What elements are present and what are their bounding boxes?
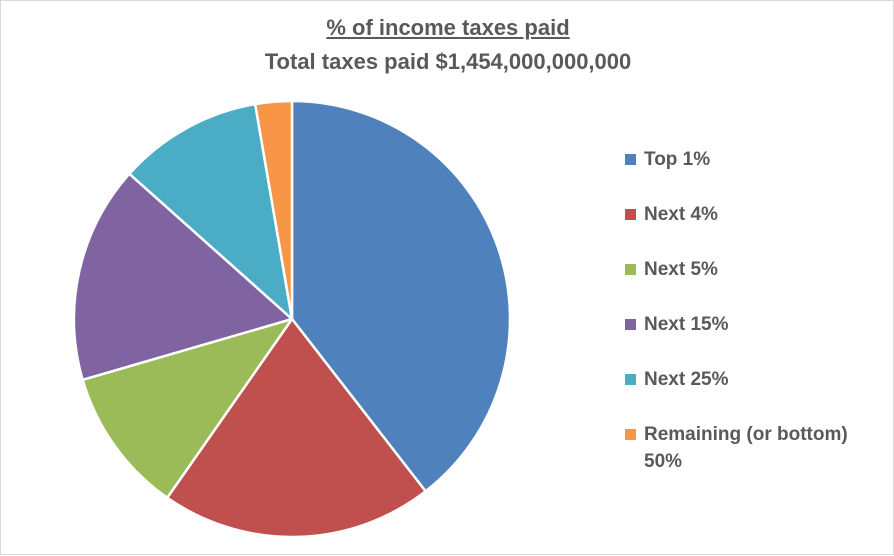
chart-title: % of income taxes paid	[326, 15, 570, 40]
legend-swatch	[625, 429, 636, 440]
pie-slice-next-5	[81, 317, 294, 499]
pie-slice-remaining-or-bottom-50	[253, 99, 294, 321]
pie-slice-top-1	[290, 99, 512, 493]
legend-label: Next 5%	[644, 259, 718, 280]
pie-slice-next-25	[128, 102, 294, 321]
legend-item-next-5: Next 5%	[625, 256, 885, 283]
legend-swatch	[625, 374, 636, 385]
pie-slice-next-15	[72, 172, 294, 382]
legend-swatch	[625, 319, 636, 330]
legend-label: Next 15%	[644, 314, 729, 335]
legend-swatch	[625, 264, 636, 275]
legend-label: Next 25%	[644, 369, 729, 390]
legend-label: Next 4%	[644, 204, 718, 225]
chart-subtitle: Total taxes paid $1,454,000,000,000	[264, 49, 632, 74]
legend-item-remaining-or-bottom-50: Remaining (or bottom) 50%	[625, 421, 885, 475]
legend-item-next-15: Next 15%	[625, 311, 885, 338]
legend-item-next-4: Next 4%	[625, 201, 885, 228]
legend-label: Remaining (or bottom) 50%	[644, 424, 848, 472]
legend-label: Top 1%	[644, 149, 711, 170]
legend-swatch	[625, 209, 636, 220]
legend-swatch	[625, 154, 636, 165]
legend-item-next-25: Next 25%	[625, 366, 885, 393]
legend-item-top-1: Top 1%	[625, 146, 885, 173]
pie-slice-next-4	[165, 317, 427, 539]
